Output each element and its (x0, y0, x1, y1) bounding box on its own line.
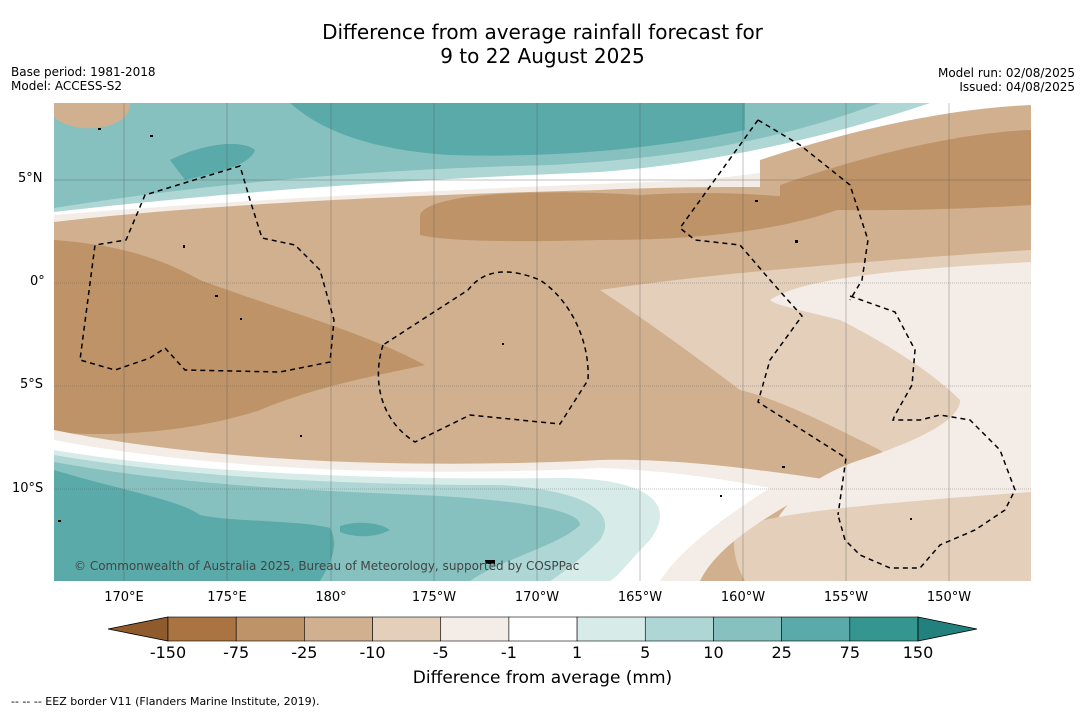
eez-border-central (377, 271, 589, 443)
title-line-1: Difference from average rainfall forecas… (322, 20, 763, 44)
north-teal-dark (290, 103, 745, 156)
northwest-brown-patch (54, 103, 130, 129)
colorbar-title: Difference from average (mm) (412, 668, 673, 688)
colorbar-segment (576, 616, 646, 642)
colorbar-segment (713, 616, 782, 642)
lat-label-5n: 5°N (18, 171, 43, 186)
colorbar-segment (304, 616, 373, 642)
colorbar-segment (440, 616, 510, 642)
eez-border-west (79, 165, 335, 373)
eez-footnote: -- -- -- EEZ border V11 (Flanders Marine… (11, 695, 320, 708)
colorbar-tick-label: -150 (149, 643, 187, 662)
eez-border-northeast-2 (757, 119, 869, 301)
west-dry-core (54, 240, 425, 434)
lon-label: 165°W (617, 590, 663, 605)
colorbar-tick-label: -25 (291, 643, 318, 662)
central-dry-dark (420, 192, 850, 242)
colorbar-tick-label: -1 (500, 643, 517, 662)
colorbar-tick-label: -10 (359, 643, 386, 662)
model-name: Model: ACCESS-S2 (11, 79, 123, 93)
issued-date: Issued: 04/08/2025 (959, 80, 1075, 94)
colorbar-segments (167, 616, 919, 642)
colorbar-tick-label: 1 (571, 643, 583, 662)
northeast-dry-dark (780, 130, 1031, 211)
copyright-text: © Commonwealth of Australia 2025, Bureau… (74, 559, 579, 573)
map-title: Difference from average rainfall forecas… (0, 20, 1085, 68)
meta-right: Model run: 02/08/2025 Issued: 04/08/2025 (938, 66, 1075, 94)
title-line-2: 9 to 22 August 2025 (440, 44, 645, 68)
eez-border-northeast (678, 119, 847, 516)
lon-label: 150°W (926, 590, 972, 605)
colorbar-over-arrow (917, 616, 978, 642)
lon-label: 180° (315, 590, 347, 605)
model-run: Model run: 02/08/2025 (937, 66, 1075, 80)
colorbar-segment (235, 616, 305, 642)
north-teal-dark-2 (170, 143, 255, 180)
lon-label: 160°W (720, 590, 766, 605)
lon-label: 170°E (104, 590, 144, 605)
meta-left: Base period: 1981-2018 Model: ACCESS-S2 (11, 65, 156, 93)
colorbar-under-arrow (107, 616, 169, 642)
lon-label: 175°W (411, 590, 457, 605)
colorbar-tick-label: 150 (902, 643, 934, 662)
eez-borders (79, 119, 1016, 569)
colorbar-segment (781, 616, 851, 642)
lon-label: 175°E (207, 590, 247, 605)
colorbar-tick-label: 10 (703, 643, 724, 662)
colorbar-segment (167, 616, 237, 642)
lon-label: 155°W (823, 590, 869, 605)
lat-label-0: 0° (30, 274, 45, 289)
gridlines (54, 103, 1031, 581)
southeast-dry-patch (733, 492, 1031, 581)
base-period: Base period: 1981-2018 (11, 65, 156, 79)
colorbar-segment (849, 616, 919, 642)
south-teal-dark-2 (340, 522, 390, 537)
lon-label: 170°W (514, 590, 560, 605)
colorbar (107, 616, 978, 642)
colorbar-tick-label: 5 (640, 643, 651, 662)
colorbar-segment (508, 616, 578, 642)
colorbar-tick-label: -75 (223, 643, 250, 662)
colorbar-tick-label: 25 (771, 643, 792, 662)
map-area: © Commonwealth of Australia 2025, Bureau… (54, 103, 1031, 581)
colorbar-segment (644, 616, 714, 642)
colorbar-tick-label: 75 (839, 643, 860, 662)
island-specks (58, 128, 912, 564)
colorbar-tick-label: -5 (432, 643, 449, 662)
lat-label-10s: 10°S (12, 481, 44, 496)
lat-label-5s: 5°S (20, 377, 44, 392)
colorbar-segment (372, 616, 442, 642)
